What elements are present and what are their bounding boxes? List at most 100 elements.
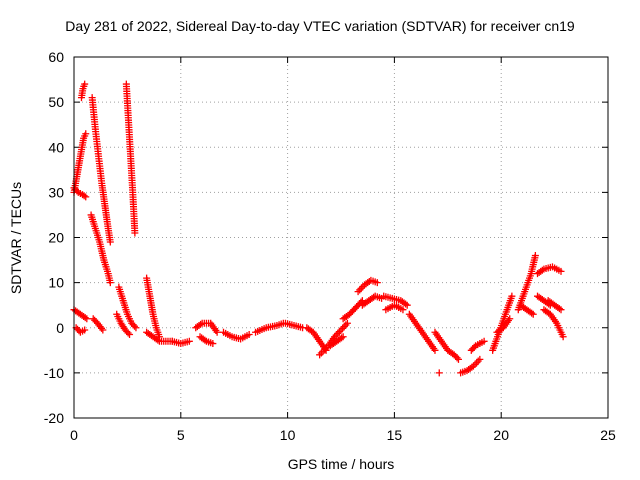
data-point [339,324,347,332]
data-point [201,336,209,344]
data-point [555,305,563,313]
data-point [99,326,107,334]
data-segment [354,276,381,296]
x-tick-label: 0 [70,427,78,443]
data-segment [431,328,462,363]
data-point [82,130,90,138]
data-point [245,331,253,339]
data-segment [143,328,176,345]
y-tick-label: 20 [48,230,64,246]
y-tick-label: 10 [48,275,64,291]
data-point [480,337,488,345]
data-point [106,238,114,246]
data-segment [122,80,139,237]
data-segment [489,292,516,354]
data-segment [493,315,514,336]
data-point [528,309,536,317]
data-point [357,284,365,292]
data-segment [540,306,567,341]
data-segment [72,324,89,336]
x-tick-label: 10 [280,427,296,443]
data-segment [70,306,91,323]
data-point [473,359,481,367]
data-point [402,300,410,308]
data-point [343,319,351,327]
x-tick-label: 25 [600,427,616,443]
data-point [124,329,132,337]
y-tick-label: -20 [44,410,64,426]
data-point [73,187,81,195]
data-segment [143,274,163,341]
data-segment [382,301,407,314]
data-point [453,354,461,362]
data-point [197,320,205,328]
data-point [506,315,514,323]
y-tick-label: 40 [48,139,64,155]
y-tick-label: 0 [56,320,64,336]
data-point [373,279,381,287]
data-point [80,192,88,200]
data-point [131,229,139,237]
data-point [213,328,221,336]
data-segment [380,292,411,309]
data-segment [326,333,347,350]
data-point [431,346,439,354]
data-point [106,279,114,287]
data-point [83,315,91,323]
data-point [338,334,346,342]
data-point [557,306,565,314]
data-point [474,357,482,365]
grid-layer [74,57,608,418]
data-point [531,252,539,260]
data-segment [77,80,89,102]
data-segment [196,333,217,348]
data-point [131,322,139,330]
data-point [454,355,462,363]
data-point [470,343,478,351]
data-segment [87,211,114,287]
y-tick-label: 30 [48,184,64,200]
data-point [81,314,89,322]
data-point [126,331,134,339]
data-segment [252,319,287,336]
data-segment [192,319,221,336]
data-segment [88,94,114,246]
x-tick-label: 5 [177,427,185,443]
data-segment [339,297,366,323]
y-tick-label: -10 [44,365,64,381]
data-point [335,328,343,336]
tick-layer: 0 5 10 15 20 25 -20 -10 0 10 20 30 40 50 60 [44,49,616,443]
data-segment [467,337,488,354]
plot-frame [73,56,609,419]
data-segment [113,310,134,339]
data-point [154,336,162,344]
data-point [508,292,516,300]
data-segment [220,328,253,343]
data-segment [70,130,90,196]
data-point [476,355,484,363]
data-segment [405,310,439,354]
x-tick-label: 15 [387,427,403,443]
data-point [435,369,443,377]
data-segment [115,283,140,332]
data-point [403,301,411,309]
data-point [339,333,347,341]
data-segment [281,319,307,332]
data-segment [168,337,193,348]
data-segment [89,315,107,334]
data-point [82,193,90,201]
data-point [559,333,567,341]
data-segment [544,297,565,314]
data-point [209,340,217,348]
data-point [356,286,364,294]
data-point [557,267,565,275]
data-point [185,337,193,345]
data-segment [516,301,537,318]
data-point [340,323,348,331]
y-tick-label: 50 [48,94,64,110]
data-point [342,321,350,329]
data-point [399,306,407,314]
data-point [81,80,89,88]
points-layer [70,80,567,377]
